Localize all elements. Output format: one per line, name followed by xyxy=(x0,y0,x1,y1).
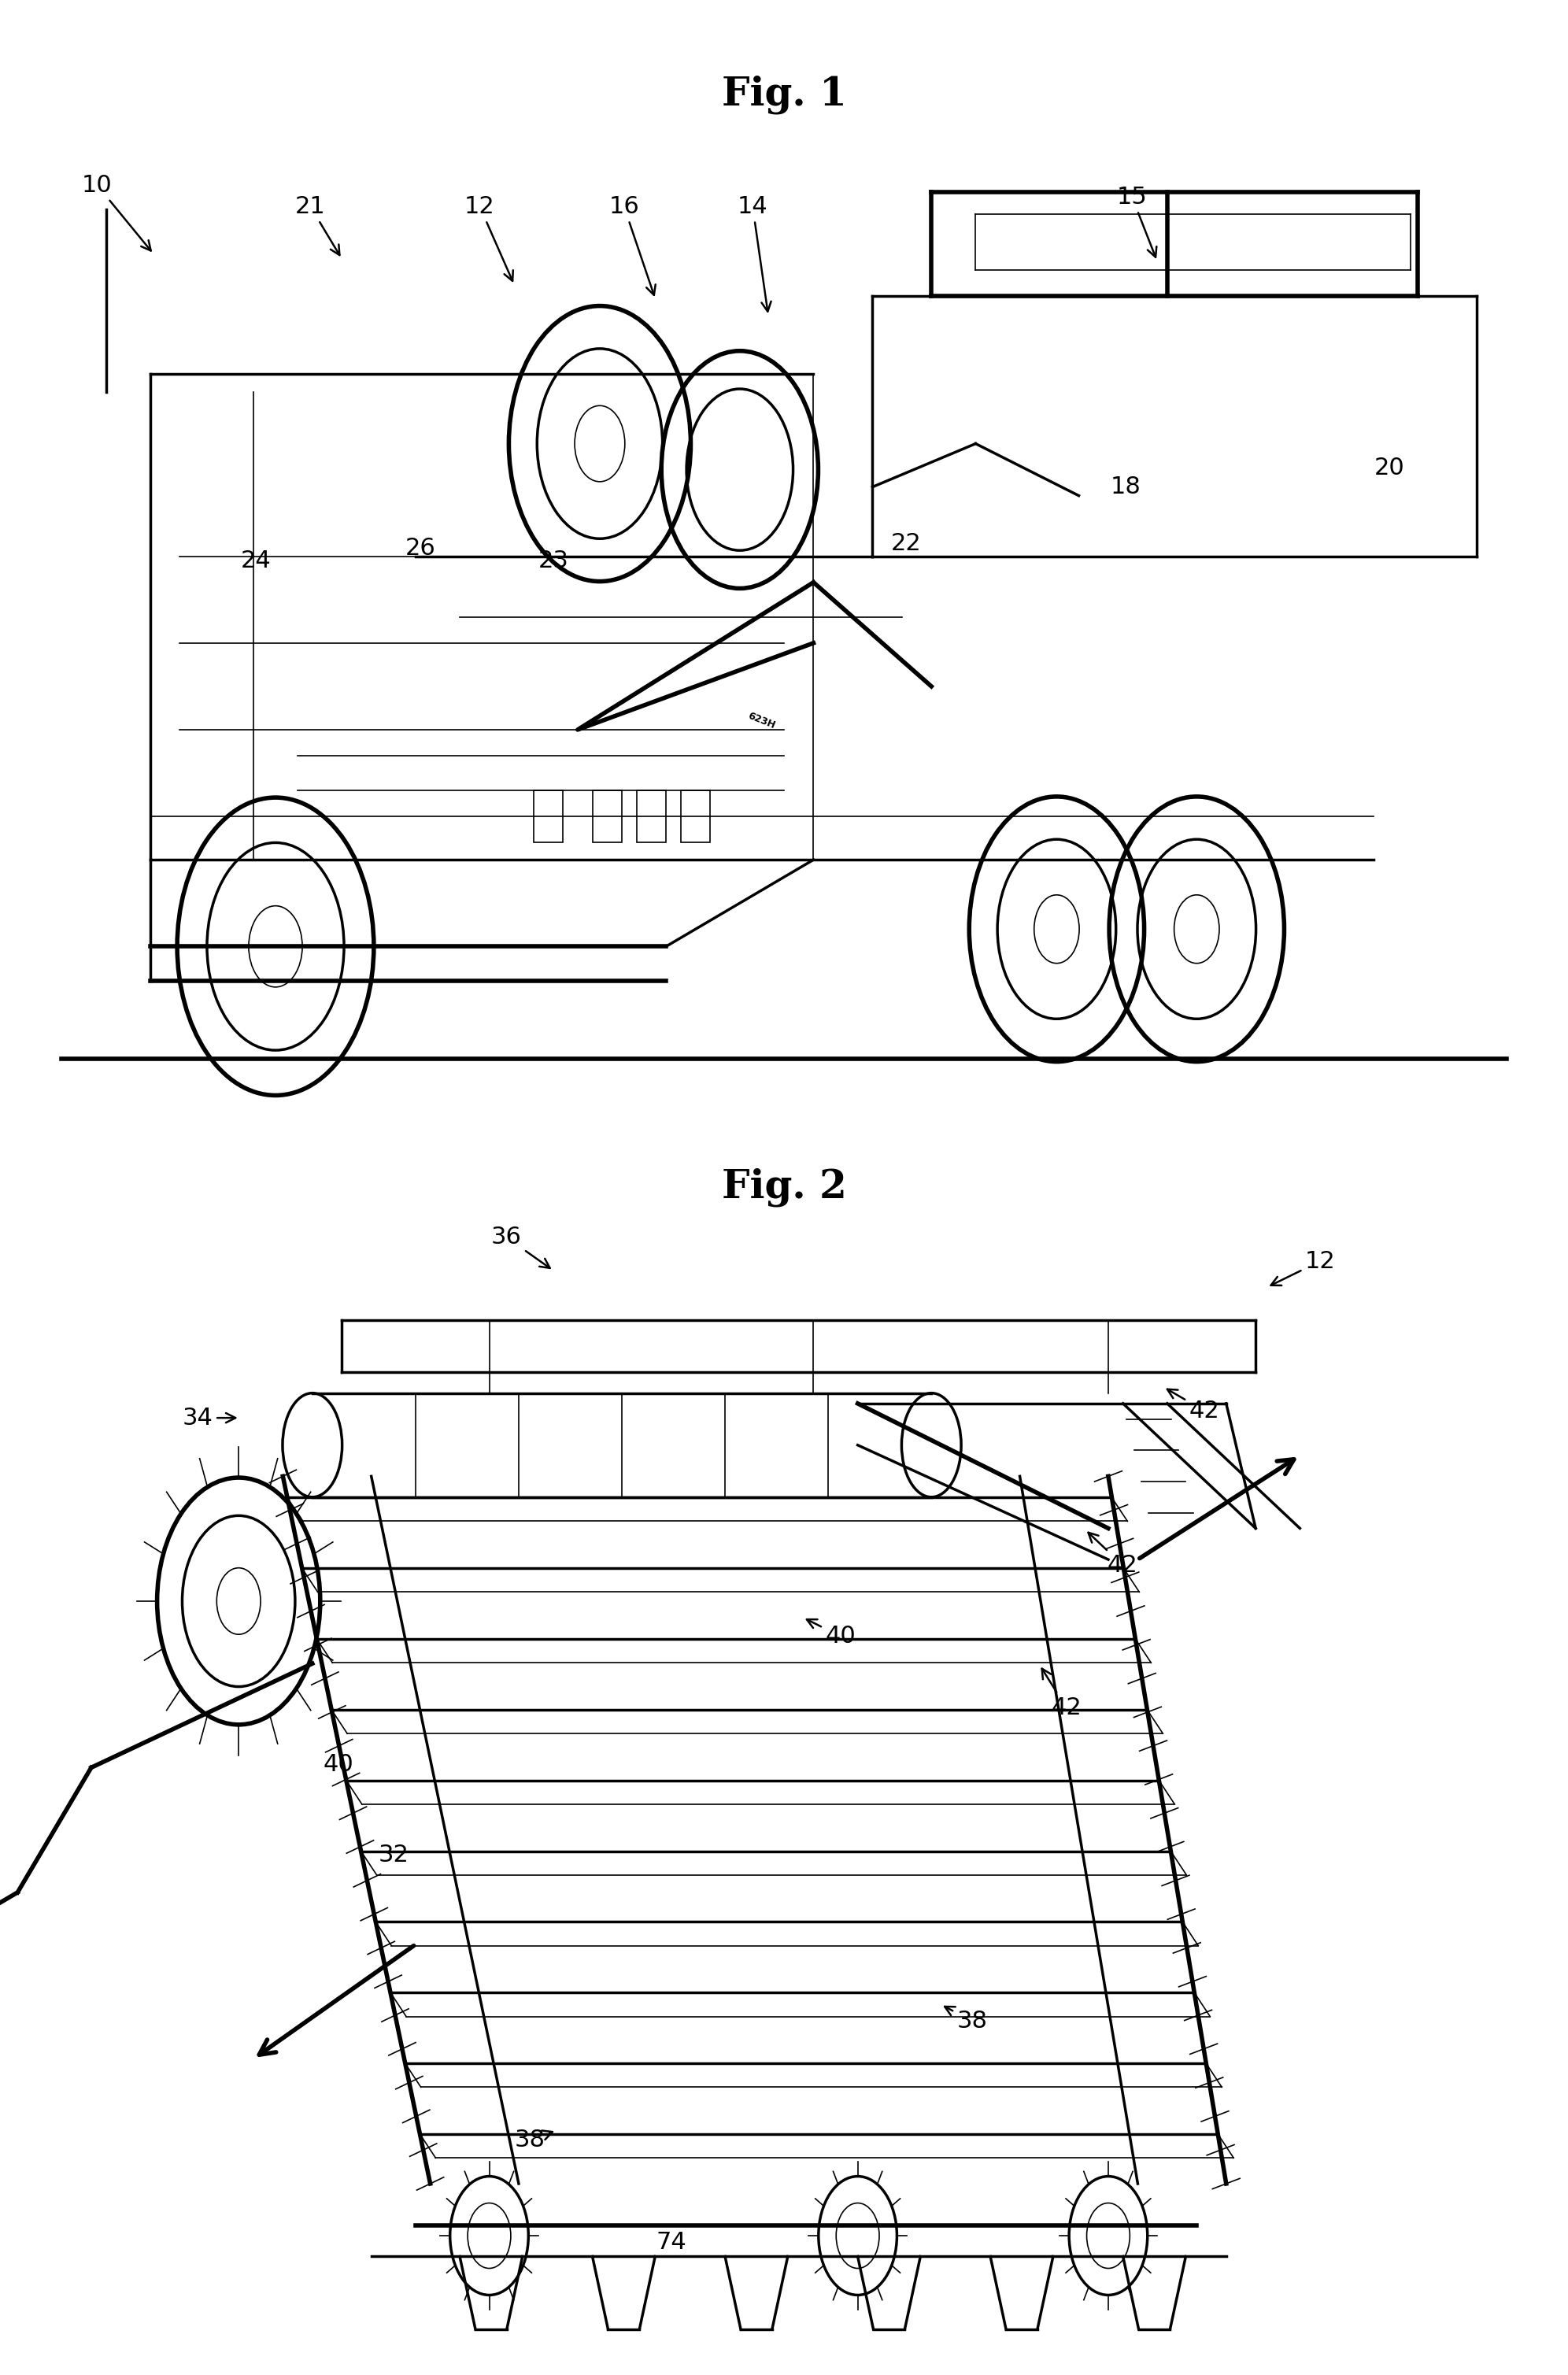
Text: 16: 16 xyxy=(608,195,655,294)
Bar xyxy=(593,791,622,843)
Text: 42: 42 xyxy=(1167,1389,1220,1423)
Text: 14: 14 xyxy=(737,195,771,311)
Text: 74: 74 xyxy=(655,2230,687,2254)
Text: 15: 15 xyxy=(1116,185,1157,256)
Bar xyxy=(681,791,710,843)
Text: 34: 34 xyxy=(182,1406,235,1430)
Text: 26: 26 xyxy=(405,537,436,560)
Text: 23: 23 xyxy=(538,549,569,572)
Text: 42: 42 xyxy=(1088,1532,1138,1577)
Text: 38: 38 xyxy=(944,2007,988,2033)
Text: 38: 38 xyxy=(514,2128,552,2152)
Text: 22: 22 xyxy=(891,532,922,556)
Text: 21: 21 xyxy=(295,195,340,254)
Text: 10: 10 xyxy=(82,173,151,252)
Text: 12: 12 xyxy=(464,195,513,280)
Text: 12: 12 xyxy=(1272,1249,1336,1285)
Text: 42: 42 xyxy=(1041,1670,1082,1720)
Bar xyxy=(533,791,563,843)
Text: Fig. 1: Fig. 1 xyxy=(721,76,847,114)
Text: 623H: 623H xyxy=(746,710,778,732)
Text: 18: 18 xyxy=(1110,475,1142,499)
Text: 24: 24 xyxy=(240,549,271,572)
Text: 20: 20 xyxy=(1374,456,1405,480)
Text: 40: 40 xyxy=(806,1620,856,1648)
Text: Fig. 2: Fig. 2 xyxy=(721,1168,847,1206)
Text: 40: 40 xyxy=(323,1753,354,1776)
Text: 36: 36 xyxy=(491,1226,550,1268)
Bar xyxy=(637,791,666,843)
Text: 32: 32 xyxy=(378,1843,409,1867)
